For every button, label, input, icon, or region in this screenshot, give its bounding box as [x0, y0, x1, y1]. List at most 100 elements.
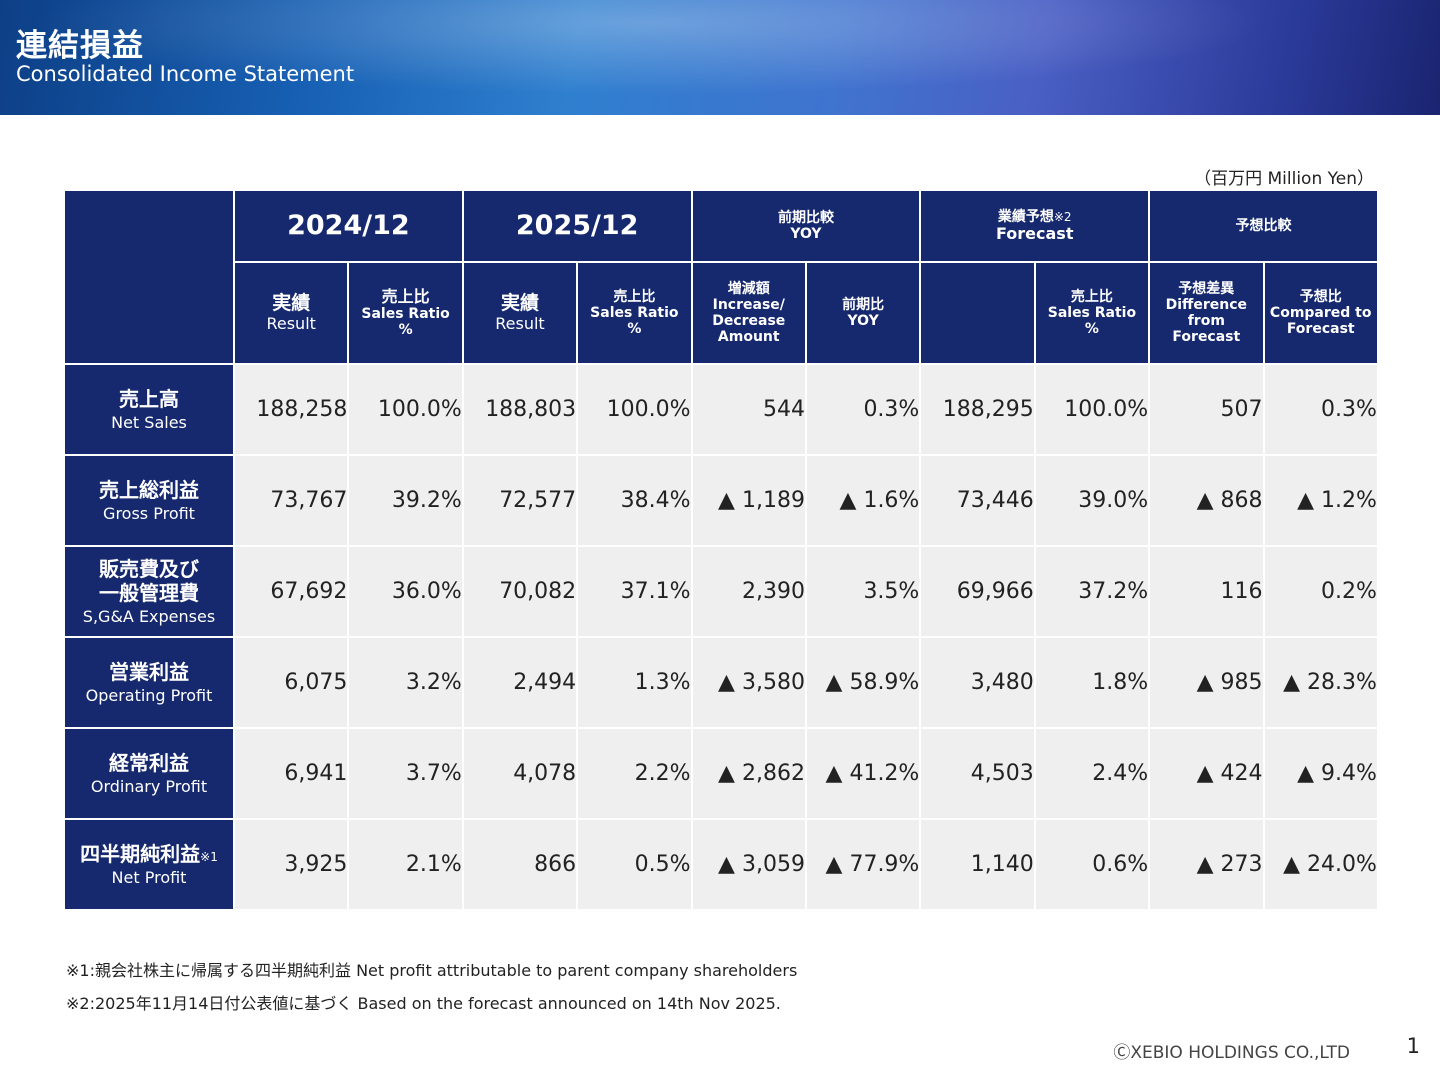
row-label-jp: 売上高: [65, 387, 233, 411]
table-cell: 72,577: [461, 454, 579, 547]
table-cell: 37.1%: [576, 545, 693, 638]
header-inc-dec-jp: 増減額: [727, 280, 770, 297]
table-cell: 2,494: [461, 636, 579, 729]
table-cell: 38.4%: [576, 454, 693, 547]
table-cell: ▲ 985: [1148, 636, 1265, 729]
row-label: 営業利益 Operating Profit: [63, 636, 235, 729]
table-cell: 73,767: [232, 454, 350, 547]
table-cell: ▲ 2,862: [690, 727, 807, 820]
row-label-jp-line2: 一般管理費: [99, 581, 199, 605]
header-result-en: Result: [495, 313, 545, 333]
header-compared-forecast: 予想比 Compared to Forecast: [1262, 261, 1379, 365]
table-cell: ▲ 41.2%: [804, 727, 922, 820]
row-label-jp-text: 営業利益: [109, 660, 189, 684]
header-inc-dec-en1: Increase/: [712, 296, 785, 313]
page-title-en: Consolidated Income Statement: [16, 62, 355, 86]
header-inc-dec-en3: Amount: [717, 329, 780, 346]
header-fy2025: 2025/12: [461, 189, 693, 263]
row-label-jp: 販売費及び: [65, 557, 233, 581]
table-cell: 2.2%: [576, 727, 693, 820]
table-cell: ▲ 1.6%: [804, 454, 922, 547]
header-forecast-jp-text: 業績予想: [997, 208, 1054, 225]
header-cmp-en1: Compared to: [1269, 304, 1372, 321]
table-cell: 2,390: [690, 545, 807, 638]
header-sales-ratio-en: Sales Ratio: [590, 304, 679, 321]
header-result-en: Result: [266, 313, 316, 333]
table-cell: 2.1%: [347, 818, 464, 911]
table-cell: 544: [690, 363, 807, 456]
table-cell: 36.0%: [347, 545, 464, 638]
header-diff-forecast: 予想差異 Difference from Forecast: [1148, 261, 1265, 365]
page-number: 1: [1406, 1034, 1420, 1058]
row-label-jp: 経常利益: [65, 751, 233, 775]
table-cell: 100.0%: [1033, 363, 1151, 456]
row-label-en: Operating Profit: [85, 686, 213, 705]
row-label: 売上総利益 Gross Profit: [63, 454, 235, 547]
header-yoy-group: 前期比較 YOY: [690, 189, 922, 263]
table-cell: ▲ 24.0%: [1262, 818, 1379, 911]
row-label-note: ※1: [200, 850, 218, 864]
row-label-en: S,G&A Expenses: [82, 607, 216, 626]
copyright: ⒸXEBIO HOLDINGS CO.,LTD: [1113, 1043, 1350, 1063]
row-label-jp-text: 四半期純利益: [80, 842, 201, 866]
table-cell: 0.3%: [1262, 363, 1379, 456]
table-cell: 3.7%: [347, 727, 464, 820]
row-label-jp-text: 売上高: [119, 387, 179, 411]
header-forecast-group-jp: 業績予想※2: [921, 209, 1148, 225]
header-fy2024-label: 2024/12: [287, 210, 410, 242]
table-row: 売上総利益 Gross Profit 73,767 39.2% 72,577 38.4% ▲…: [63, 454, 1379, 547]
table-cell: 3.2%: [347, 636, 464, 729]
header-diff-en1: Difference from: [1165, 296, 1248, 329]
table-cell: ▲ 1,189: [690, 454, 807, 547]
table-row: 四半期純利益※1 Net Profit 3,925 2.1% 866 0.5% ▲ 3,05…: [63, 818, 1379, 911]
table-row: 売上高 Net Sales 188,258 100.0% 188,803 100.0% 54…: [63, 363, 1379, 456]
row-label-en: Net Profit: [111, 868, 187, 887]
table-row: 営業利益 Operating Profit 6,075 3.2% 2,494 1.3% ▲ …: [63, 636, 1379, 729]
header-fy2024: 2024/12: [233, 189, 464, 263]
corner-header: [63, 189, 235, 365]
table-cell: 69,966: [919, 545, 1036, 638]
header-forecast-sales-ratio: 売上比 Sales Ratio %: [1033, 261, 1151, 365]
header-2024-sales-ratio: 売上比 Sales Ratio %: [347, 261, 464, 365]
header-sales-ratio-jp: 売上比: [381, 286, 430, 306]
table-cell: 0.3%: [804, 363, 922, 456]
row-label-jp-text: 売上総利益: [99, 478, 199, 502]
title-banner: [0, 0, 1440, 115]
row-label-en: Ordinary Profit: [90, 777, 208, 796]
header-vs-forecast-group: 予想比較: [1148, 189, 1379, 263]
header-2025-sales-ratio: 売上比 Sales Ratio %: [576, 261, 693, 365]
footnote-1: ※1:親会社株主に帰属する四半期純利益 Net profit attributa…: [66, 961, 798, 980]
table-cell: 67,692: [232, 545, 350, 638]
header-sales-ratio-pct: %: [627, 321, 642, 338]
header-yoy-group-jp: 前期比較: [777, 209, 834, 226]
table-cell: 39.0%: [1033, 454, 1151, 547]
header-inc-dec-en2: Decrease: [712, 313, 786, 329]
table-cell: ▲ 3,580: [690, 636, 807, 729]
header-sales-ratio-pct: %: [398, 322, 413, 339]
table-cell: 6,075: [232, 636, 350, 729]
footnote-2: ※2:2025年11月14日付公表値に基づく Based on the fore…: [66, 994, 781, 1013]
row-label: 四半期純利益※1 Net Profit: [63, 818, 235, 911]
table-cell: 73,446: [919, 454, 1036, 547]
table-cell: ▲ 273: [1148, 818, 1265, 911]
header-sales-ratio-en: Sales Ratio: [361, 306, 450, 323]
table-cell: 4,078: [461, 727, 579, 820]
header-result-jp: 実績: [272, 291, 311, 314]
header-cmp-en2: Forecast: [1286, 321, 1355, 338]
table-cell: 3,480: [919, 636, 1036, 729]
page-title-jp: 連結損益: [16, 28, 144, 64]
header-diff-en2: Forecast: [1172, 329, 1241, 346]
table-cell: 100.0%: [347, 363, 464, 456]
table-cell: ▲ 28.3%: [1262, 636, 1379, 729]
row-label-jp-text: 販売費及び: [99, 557, 199, 581]
header-2024-result: 実績 Result: [232, 261, 350, 365]
header-inc-dec-amount: 増減額 Increase/ Decrease Amount: [690, 261, 807, 365]
table-cell: ▲ 77.9%: [804, 818, 922, 911]
table-cell: 507: [1148, 363, 1265, 456]
row-label-jp-text: 経常利益: [109, 751, 189, 775]
header-forecast-result: [919, 261, 1036, 365]
table-cell: 188,258: [232, 363, 350, 456]
table-row: 経常利益 Ordinary Profit 6,941 3.7% 4,078 2.2% ▲ 2…: [63, 727, 1379, 820]
table-cell: ▲ 58.9%: [804, 636, 922, 729]
table-cell: 116: [1148, 545, 1265, 638]
